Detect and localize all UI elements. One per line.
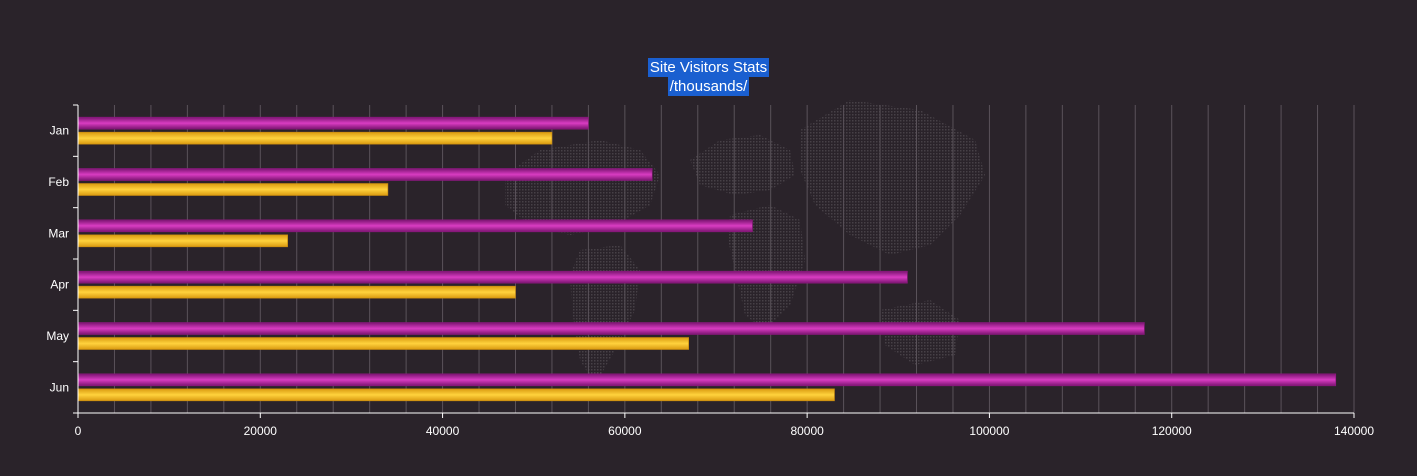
x-tick-label: 80000 [790,424,824,438]
y-tick-label-jun: Jun [50,380,69,394]
bar-mar-series-0 [77,219,753,233]
x-tick-label: 100000 [969,424,1009,438]
bar-feb-series-0 [77,168,653,181]
y-tick-label-may: May [46,329,69,343]
chart-subtitle: /thousands/ [667,77,750,96]
bar-apr-series-1 [77,285,516,299]
y-tick-label-mar: Mar [48,226,69,240]
x-tick-label: 40000 [426,424,460,438]
bar-may-series-1 [77,337,689,350]
map-landmass [570,245,640,385]
map-landmass [690,135,795,195]
x-tick-label: 140000 [1334,424,1374,438]
grid-lines [113,105,1355,413]
map-landmass [505,140,660,235]
bars [77,116,1337,402]
map-landmass [728,205,805,330]
x-tick-label: 60000 [608,424,642,438]
bar-jun-series-1 [77,388,835,402]
bar-mar-series-1 [77,234,288,248]
y-tick-label-jan: Jan [50,124,69,138]
chart-title: Site Visitors Stats [647,58,770,77]
x-tick-label: 0 [75,424,82,438]
map-landmass [800,100,985,255]
axes: Jan Feb Mar Apr May Jun 0 20000 40000 60000 80000 1… [46,104,1374,438]
x-tick-label: 120000 [1152,424,1192,438]
chart-title-block: Site Visitors Stats /thousands/ [0,58,1417,96]
x-tick-label: 20000 [244,424,278,438]
bar-may-series-0 [77,322,1145,335]
world-map-background [505,100,985,385]
y-tick-label-apr: Apr [50,278,69,292]
y-tick-label-feb: Feb [48,175,69,189]
bar-feb-series-1 [77,183,389,196]
bar-jun-series-0 [77,373,1337,387]
bar-jan-series-0 [77,116,589,130]
bar-apr-series-0 [77,270,908,284]
bar-jan-series-1 [77,131,553,145]
